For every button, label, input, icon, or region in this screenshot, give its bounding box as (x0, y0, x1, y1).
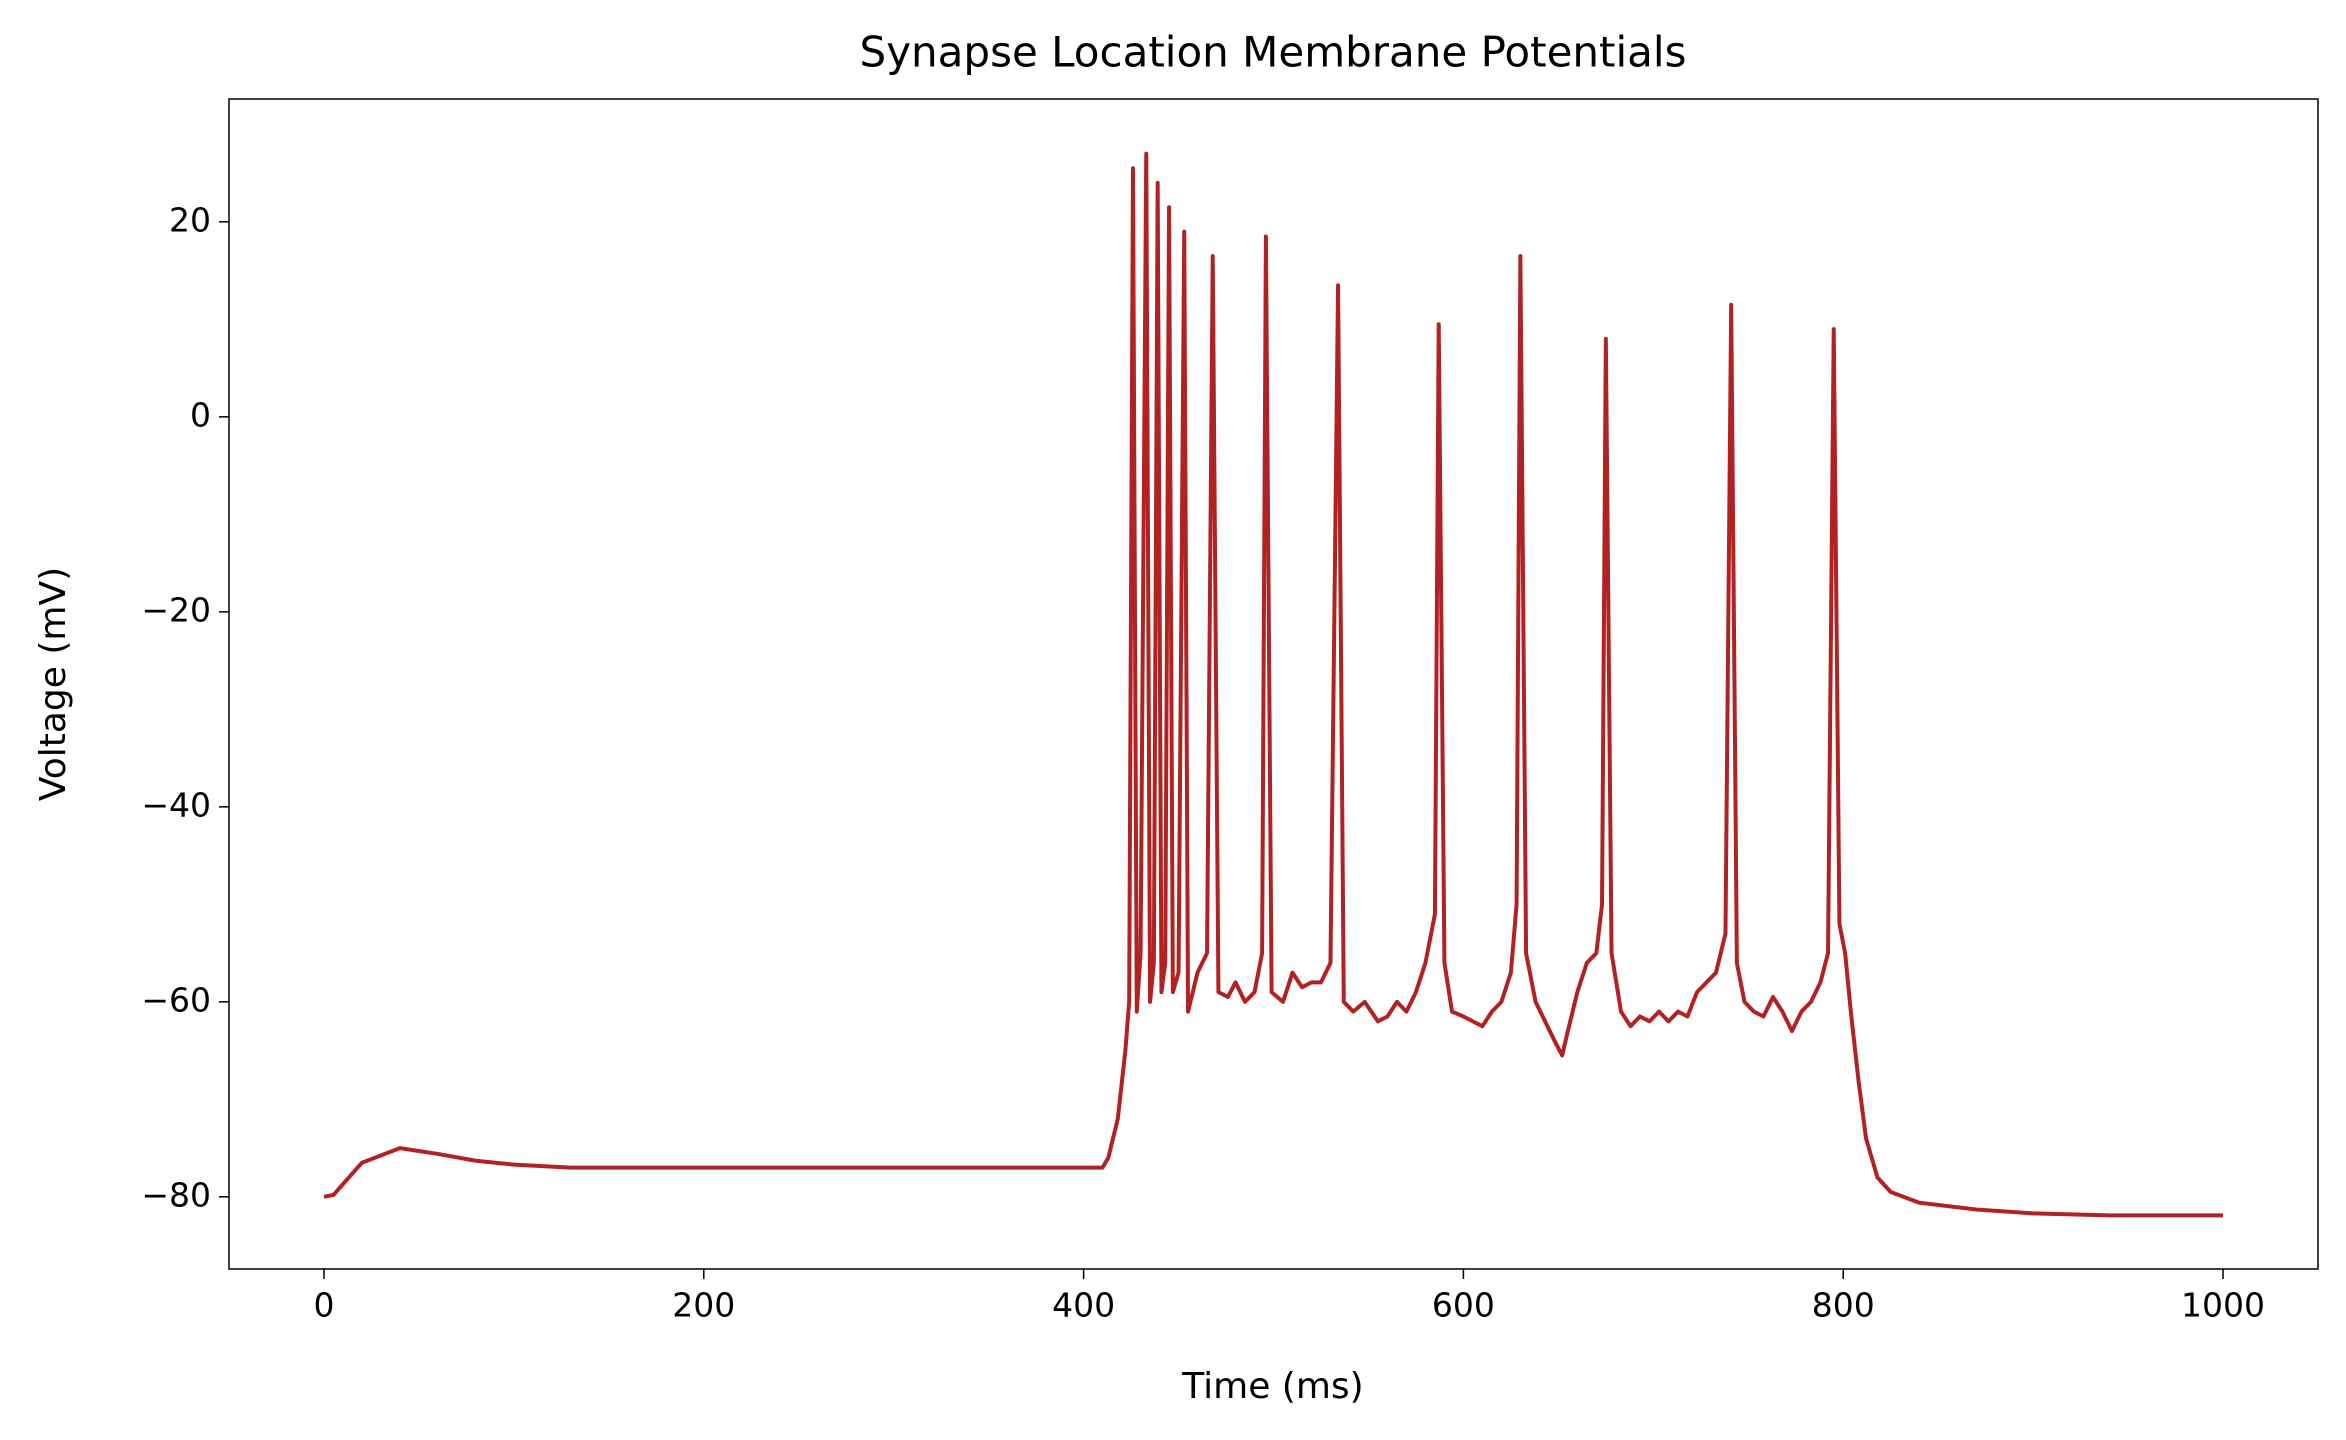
x-tick-label: 800 (1812, 1286, 1875, 1325)
x-axis-label: Time (ms) (1181, 1366, 1363, 1407)
y-tick-label: 20 (169, 200, 211, 239)
y-tick-label: −20 (141, 590, 211, 629)
y-tick-label: −60 (141, 980, 211, 1019)
x-tick-label: 600 (1432, 1286, 1495, 1325)
x-tick-label: 1000 (2181, 1286, 2265, 1325)
plot-frame (228, 98, 2319, 1270)
chart-title: Synapse Location Membrane Potentials (860, 28, 1687, 77)
data-line (323, 151, 2224, 1218)
x-tick-label: 400 (1052, 1286, 1115, 1325)
y-tick-label: −40 (141, 785, 211, 824)
x-tick-label: 0 (313, 1286, 334, 1325)
x-tick-label: 200 (672, 1286, 735, 1325)
y-tick-label: −80 (141, 1175, 211, 1214)
y-tick-label: 0 (190, 395, 211, 434)
y-axis-label: Voltage (mV) (33, 567, 74, 801)
